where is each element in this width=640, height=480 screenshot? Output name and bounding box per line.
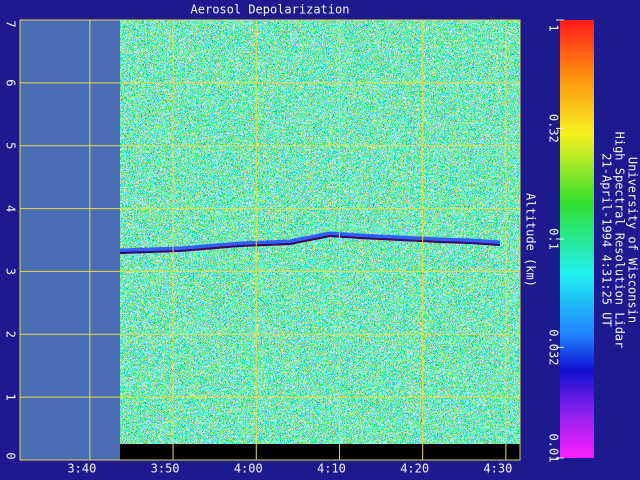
x-tick-label: 4:20	[400, 462, 429, 476]
aerosol-layer-edge	[119, 234, 501, 254]
x-tick-label: 4:10	[317, 462, 346, 476]
annotation: University of Wisconsin	[626, 157, 640, 323]
colorbar-tick-label: 0.1	[547, 228, 561, 250]
y-tick-label: 2	[4, 331, 18, 338]
depolarization-image	[120, 20, 520, 444]
y-tick-label: 6	[4, 79, 18, 86]
x-tick-label: 4:30	[483, 462, 512, 476]
colorbar	[560, 20, 594, 458]
annotation: 21-April-1994 4:31:25 UT	[600, 153, 614, 326]
x-tick-label: 3:50	[151, 462, 180, 476]
x-tick-label: 4:00	[234, 462, 263, 476]
y-axis-label: Altitude (km)	[524, 193, 538, 287]
y-tick-label: 0	[4, 452, 18, 459]
y-tick-label: 4	[4, 205, 18, 212]
colorbar-tick-label: 0.01	[547, 434, 561, 463]
aerosol-layer	[119, 231, 501, 254]
colorbar-tick-label: 1	[547, 24, 561, 31]
colorbar-tick-label: 0.32	[547, 114, 561, 143]
annotation: High Spectral Resolution Lidar	[613, 132, 627, 349]
ground-strip	[120, 444, 520, 460]
chart-title: Aerosol Depolarization	[191, 3, 350, 17]
y-tick-label: 5	[4, 142, 18, 149]
y-tick-label: 3	[4, 268, 18, 275]
y-tick-label: 1	[4, 394, 18, 401]
x-tick-label: 3:40	[67, 462, 96, 476]
y-tick-label: 7	[4, 20, 18, 27]
colorbar-tick-label: 0.032	[547, 329, 561, 365]
